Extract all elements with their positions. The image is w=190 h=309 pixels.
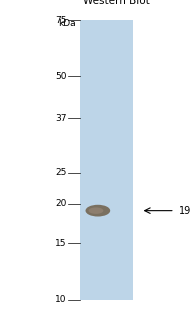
- Text: 10: 10: [55, 295, 66, 304]
- Text: 37: 37: [55, 114, 66, 123]
- Text: kDa: kDa: [58, 19, 76, 28]
- Text: 75: 75: [55, 15, 66, 25]
- Ellipse shape: [86, 205, 110, 217]
- Ellipse shape: [89, 207, 103, 214]
- Text: 50: 50: [55, 72, 66, 81]
- Bar: [80, 20, 133, 300]
- Text: 25: 25: [55, 168, 66, 177]
- Text: 19kDa: 19kDa: [179, 206, 190, 216]
- Text: Western Blot: Western Blot: [82, 0, 149, 6]
- Text: 15: 15: [55, 239, 66, 248]
- Text: 20: 20: [55, 199, 66, 208]
